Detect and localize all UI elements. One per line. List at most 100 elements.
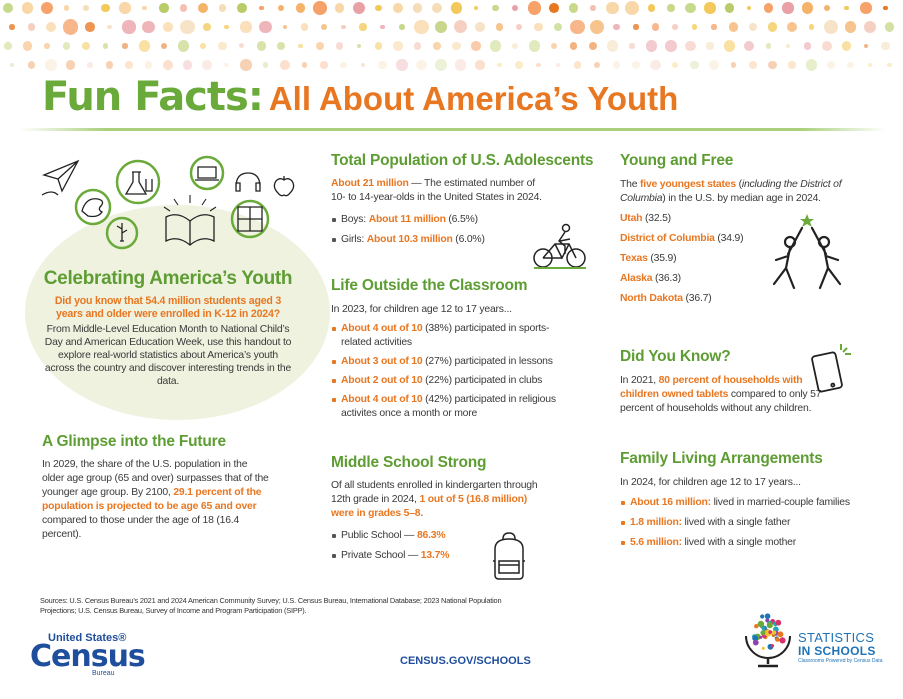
- middle-school-list: Public School — 86.3% Private School — 1…: [331, 529, 551, 563]
- globe-dot: [771, 630, 777, 635]
- decorative-dot: [782, 2, 794, 14]
- education-icons-illustration: [41, 155, 295, 250]
- globe-dot: [760, 614, 765, 619]
- list-item: 1.8 million: lived with a single father: [620, 516, 860, 530]
- decorative-dot: [514, 60, 524, 70]
- decorative-dot: [276, 41, 286, 51]
- celebrating-section: Celebrating America’s Youth Did you know…: [42, 268, 294, 388]
- decorative-dot: [240, 21, 252, 33]
- list-item: About 4 out of 10 (38%) participated in …: [331, 322, 571, 350]
- decorative-dot: [704, 2, 716, 14]
- decorative-dot: [787, 22, 797, 32]
- decorative-dot: [163, 22, 173, 32]
- future-text: In 2029, the share of the U.S. populatio…: [42, 459, 269, 540]
- decorative-dot: [593, 61, 601, 69]
- decorative-dot: [27, 23, 36, 31]
- decorative-dot: [475, 22, 485, 32]
- decorative-dot: [4, 42, 12, 50]
- decorative-dot: [356, 43, 362, 49]
- decorative-dot: [224, 62, 229, 68]
- decorative-dot: [887, 62, 892, 68]
- decorative-dot: [374, 42, 383, 50]
- globe-dot: [770, 644, 775, 648]
- decorative-dot: [844, 5, 849, 11]
- decorative-dot: [612, 61, 621, 69]
- decorative-dot: [625, 1, 639, 15]
- decorative-dot: [706, 42, 714, 50]
- decorative-dot: [396, 59, 408, 71]
- decorative-dot: [826, 60, 836, 70]
- decorative-dot: [823, 19, 839, 35]
- logo-line-2: Census: [30, 639, 146, 674]
- title-main: Fun Facts:: [42, 74, 264, 120]
- decorative-dot: [301, 62, 308, 68]
- decorative-dot: [378, 60, 387, 70]
- decorative-dot: [590, 5, 596, 11]
- title-divider: [20, 128, 886, 131]
- globe-dot: [760, 630, 766, 636]
- decorative-dot: [528, 40, 541, 52]
- paper-plane-icon: [41, 159, 80, 196]
- future-section: A Glimpse into the Future In 2029, the s…: [42, 433, 272, 542]
- decorative-dot: [340, 61, 347, 69]
- decorative-dot: [645, 40, 658, 52]
- decorative-dot: [690, 60, 699, 70]
- decorative-dot: [606, 1, 619, 15]
- decorative-dot: [805, 59, 818, 71]
- decorative-dot: [27, 61, 36, 69]
- decorative-dot: [200, 43, 206, 49]
- decorative-dot: [454, 59, 467, 71]
- decorative-dot: [3, 3, 13, 13]
- decorative-dot: [711, 24, 717, 30]
- decorative-dot: [259, 20, 272, 34]
- decorative-dot: [847, 61, 854, 69]
- decorative-dot: [22, 41, 33, 51]
- globe-dot: [761, 646, 765, 650]
- decorative-dot: [863, 43, 869, 49]
- decorative-dot: [743, 40, 755, 52]
- page-title: Fun Facts: All About America’s Youth: [42, 74, 678, 120]
- sis-line-3: Classrooms Powered by Census Data: [798, 658, 883, 664]
- list-item: District of Columbia (34.9): [620, 233, 744, 244]
- decorative-dot: [435, 59, 447, 71]
- decorative-dot: [240, 59, 252, 71]
- statistics-in-schools-logo[interactable]: STATISTICS IN SCHOOLS Classrooms Powered…: [798, 631, 882, 665]
- decorative-dot: [295, 3, 306, 13]
- census-bureau-logo[interactable]: United States® Census Bureau: [30, 632, 146, 677]
- decorative-dot: [685, 40, 696, 52]
- decorative-dot: [475, 60, 485, 70]
- decorative-dot: [629, 43, 635, 49]
- adolescents-title: Total Population of U.S. Adolescents: [331, 152, 594, 169]
- decorative-dot: [788, 61, 796, 69]
- decorative-dot: [218, 4, 227, 12]
- decorative-dot: [723, 40, 736, 52]
- decorative-dot: [863, 20, 877, 34]
- adolescents-list: Boys: About 11 million (6.5%) Girls: Abo…: [331, 213, 551, 247]
- decorative-dot: [435, 21, 447, 33]
- decorative-dot: [665, 40, 677, 52]
- decorative-dot: [431, 2, 443, 14]
- list-item: Public School — 86.3%: [331, 529, 551, 543]
- decorative-dot: [515, 23, 523, 31]
- did-you-know-text: In 2021, 80 percent of households with c…: [620, 375, 822, 414]
- decorative-dot: [85, 22, 95, 32]
- census-schools-link[interactable]: CENSUS.GOV/SCHOOLS: [400, 655, 531, 667]
- decorative-dot: [573, 61, 582, 69]
- decorative-dot: [884, 22, 895, 32]
- globe-dot: [775, 637, 780, 642]
- decorative-dot: [495, 23, 504, 31]
- decorative-dot: [767, 22, 778, 32]
- sis-line-2: IN SCHOOLS: [798, 644, 876, 658]
- decorative-dot: [122, 20, 136, 34]
- decorative-dot: [392, 2, 404, 14]
- decorative-dot: [138, 40, 151, 52]
- celebrating-body: From Middle-Level Education Month to Nat…: [44, 324, 292, 387]
- header-dot-pattern: [0, 0, 903, 80]
- decorative-dot: [180, 19, 195, 35]
- decorative-dot: [867, 62, 873, 68]
- decorative-dot: [256, 41, 267, 51]
- decorative-dot: [160, 42, 168, 50]
- classroom-section: Life Outside the Classroom In 2023, for …: [331, 277, 571, 421]
- decorative-dot: [218, 41, 227, 51]
- young-states-list: Utah (32.5) District of Columbia (34.9) …: [620, 212, 850, 306]
